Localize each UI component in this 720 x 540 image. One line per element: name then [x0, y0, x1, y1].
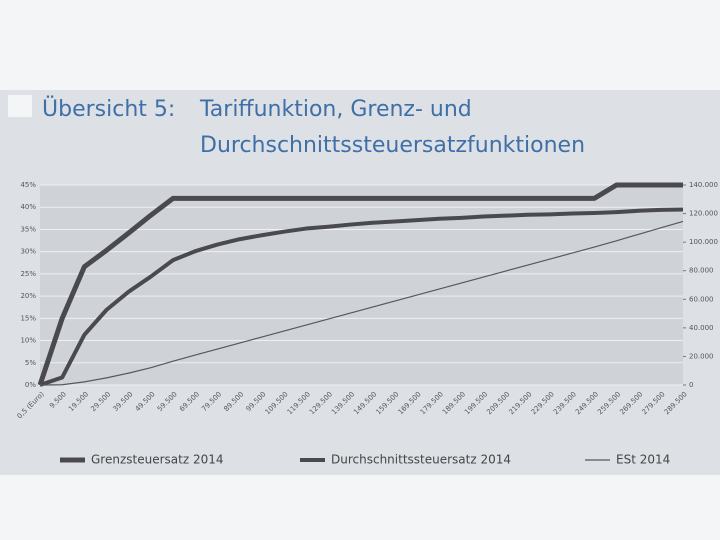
y2-tick-label: 60.000	[689, 295, 714, 303]
title-line: Durchschnittssteuersatzfunktionen	[200, 133, 585, 158]
y2-tick-label: 140.000	[689, 181, 718, 189]
y2-tick-label: 100.000	[689, 238, 718, 246]
y-tick-label: 0%	[25, 381, 36, 389]
y-tick-label: 40%	[20, 203, 36, 211]
y2-tick-label: 20.000	[689, 352, 714, 360]
y2-tick-label: 40.000	[689, 324, 714, 332]
y-tick-label: 30%	[20, 248, 36, 256]
y-tick-label: 5%	[25, 359, 36, 367]
legend-label: Durchschnittssteuersatz 2014	[331, 453, 511, 467]
series-line	[37, 182, 683, 386]
y-tick-label: 45%	[20, 181, 36, 189]
y2-tick-label: 80.000	[689, 267, 714, 275]
y-tick-label: 10%	[20, 337, 36, 345]
y-tick-label: 20%	[20, 292, 36, 300]
y-tick-label: 35%	[20, 225, 36, 233]
label: Übersicht 5:	[42, 96, 175, 122]
y-tick-label: 25%	[20, 270, 36, 278]
corner-mark	[8, 95, 32, 117]
legend-label: ESt 2014	[616, 453, 670, 467]
legend-label: Grenzsteuersatz 2014	[91, 453, 223, 467]
title-line: Tariffunktion, Grenz- und	[199, 97, 472, 122]
series-line	[39, 207, 684, 387]
y2-tick-label: 120.000	[689, 210, 718, 218]
y2-tick-label: 0	[689, 381, 693, 389]
y-tick-label: 15%	[20, 314, 36, 322]
series-line	[39, 220, 684, 386]
